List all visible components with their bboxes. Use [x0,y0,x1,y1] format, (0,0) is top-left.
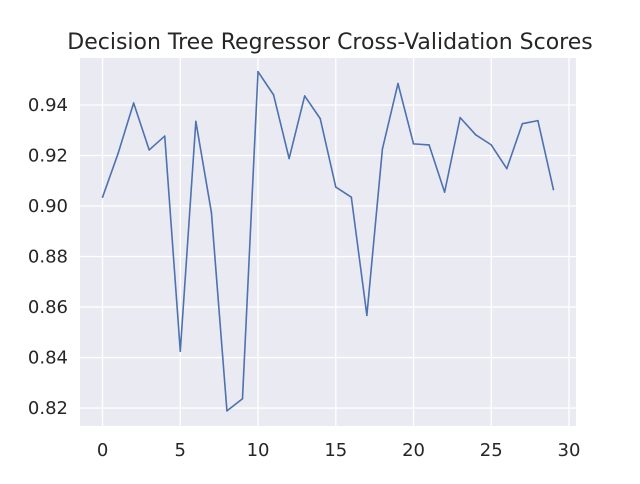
data-point [459,116,461,119]
data-point [272,94,275,96]
chart-title: Decision Tree Regressor Cross-Validation… [67,30,592,55]
x-axis-ticks: 0 5 10 15 20 25 30 [97,440,581,461]
y-axis-ticks: 0.82 0.84 0.86 0.88 0.90 0.92 0.94 [28,95,68,419]
plot-area [80,58,576,426]
data-point [537,119,539,122]
data-point [506,167,508,170]
data-point [474,133,477,136]
data-point [397,82,399,85]
data-point [195,120,197,123]
x-tick-label: 20 [402,440,425,461]
data-point [490,144,493,146]
y-tick-label: 0.82 [28,398,68,419]
x-tick-label: 0 [97,440,108,461]
data-point [350,196,353,198]
data-point [210,211,213,214]
y-tick-label: 0.90 [28,196,68,217]
data-point [117,152,119,155]
x-tick-label: 5 [175,440,186,461]
data-point [428,144,430,146]
y-tick-label: 0.92 [28,145,68,166]
x-tick-label: 15 [324,440,347,461]
x-tick-label: 25 [480,440,503,461]
data-point [412,143,415,145]
data-point [101,196,104,198]
data-point [319,117,322,120]
data-point [288,157,290,160]
data-point [163,135,166,137]
y-tick-label: 0.94 [28,95,68,116]
data-point [366,314,368,317]
data-point [521,122,524,125]
series-group [101,70,555,412]
data-point [303,95,306,97]
data-point [443,191,446,193]
data-point [257,70,259,73]
data-point [148,149,150,151]
y-tick-label: 0.84 [28,348,68,369]
y-tick-label: 0.88 [28,247,68,268]
data-point [381,148,384,150]
series-line [101,70,555,412]
data-point [552,188,555,191]
y-tick-label: 0.86 [28,297,68,318]
x-tick-label: 30 [558,440,581,461]
data-point [241,397,244,400]
data-point [179,350,182,353]
data-point [132,102,135,104]
x-tick-label: 10 [247,440,270,461]
data-point [226,410,228,412]
data-point [334,186,337,188]
